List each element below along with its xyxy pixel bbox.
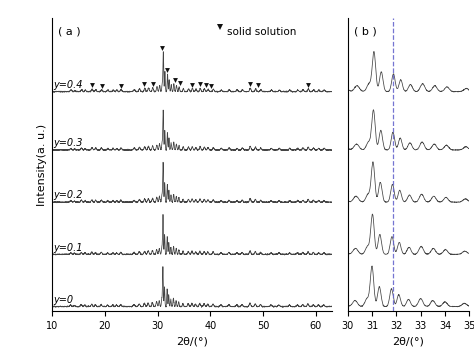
Y-axis label: Intensity(a. u.): Intensity(a. u.) — [36, 124, 46, 206]
Text: y=0.4: y=0.4 — [54, 80, 83, 90]
Text: y=0.3: y=0.3 — [54, 138, 83, 148]
Text: ( b ): ( b ) — [354, 27, 376, 37]
Text: solid solution: solid solution — [227, 27, 296, 37]
Text: y=0.1: y=0.1 — [54, 242, 83, 252]
Text: ( a ): ( a ) — [58, 27, 81, 37]
X-axis label: 2θ/(°): 2θ/(°) — [392, 337, 424, 347]
X-axis label: 2θ/(°): 2θ/(°) — [176, 337, 208, 347]
Text: y=0.2: y=0.2 — [54, 190, 83, 200]
Text: y=0: y=0 — [54, 295, 74, 305]
